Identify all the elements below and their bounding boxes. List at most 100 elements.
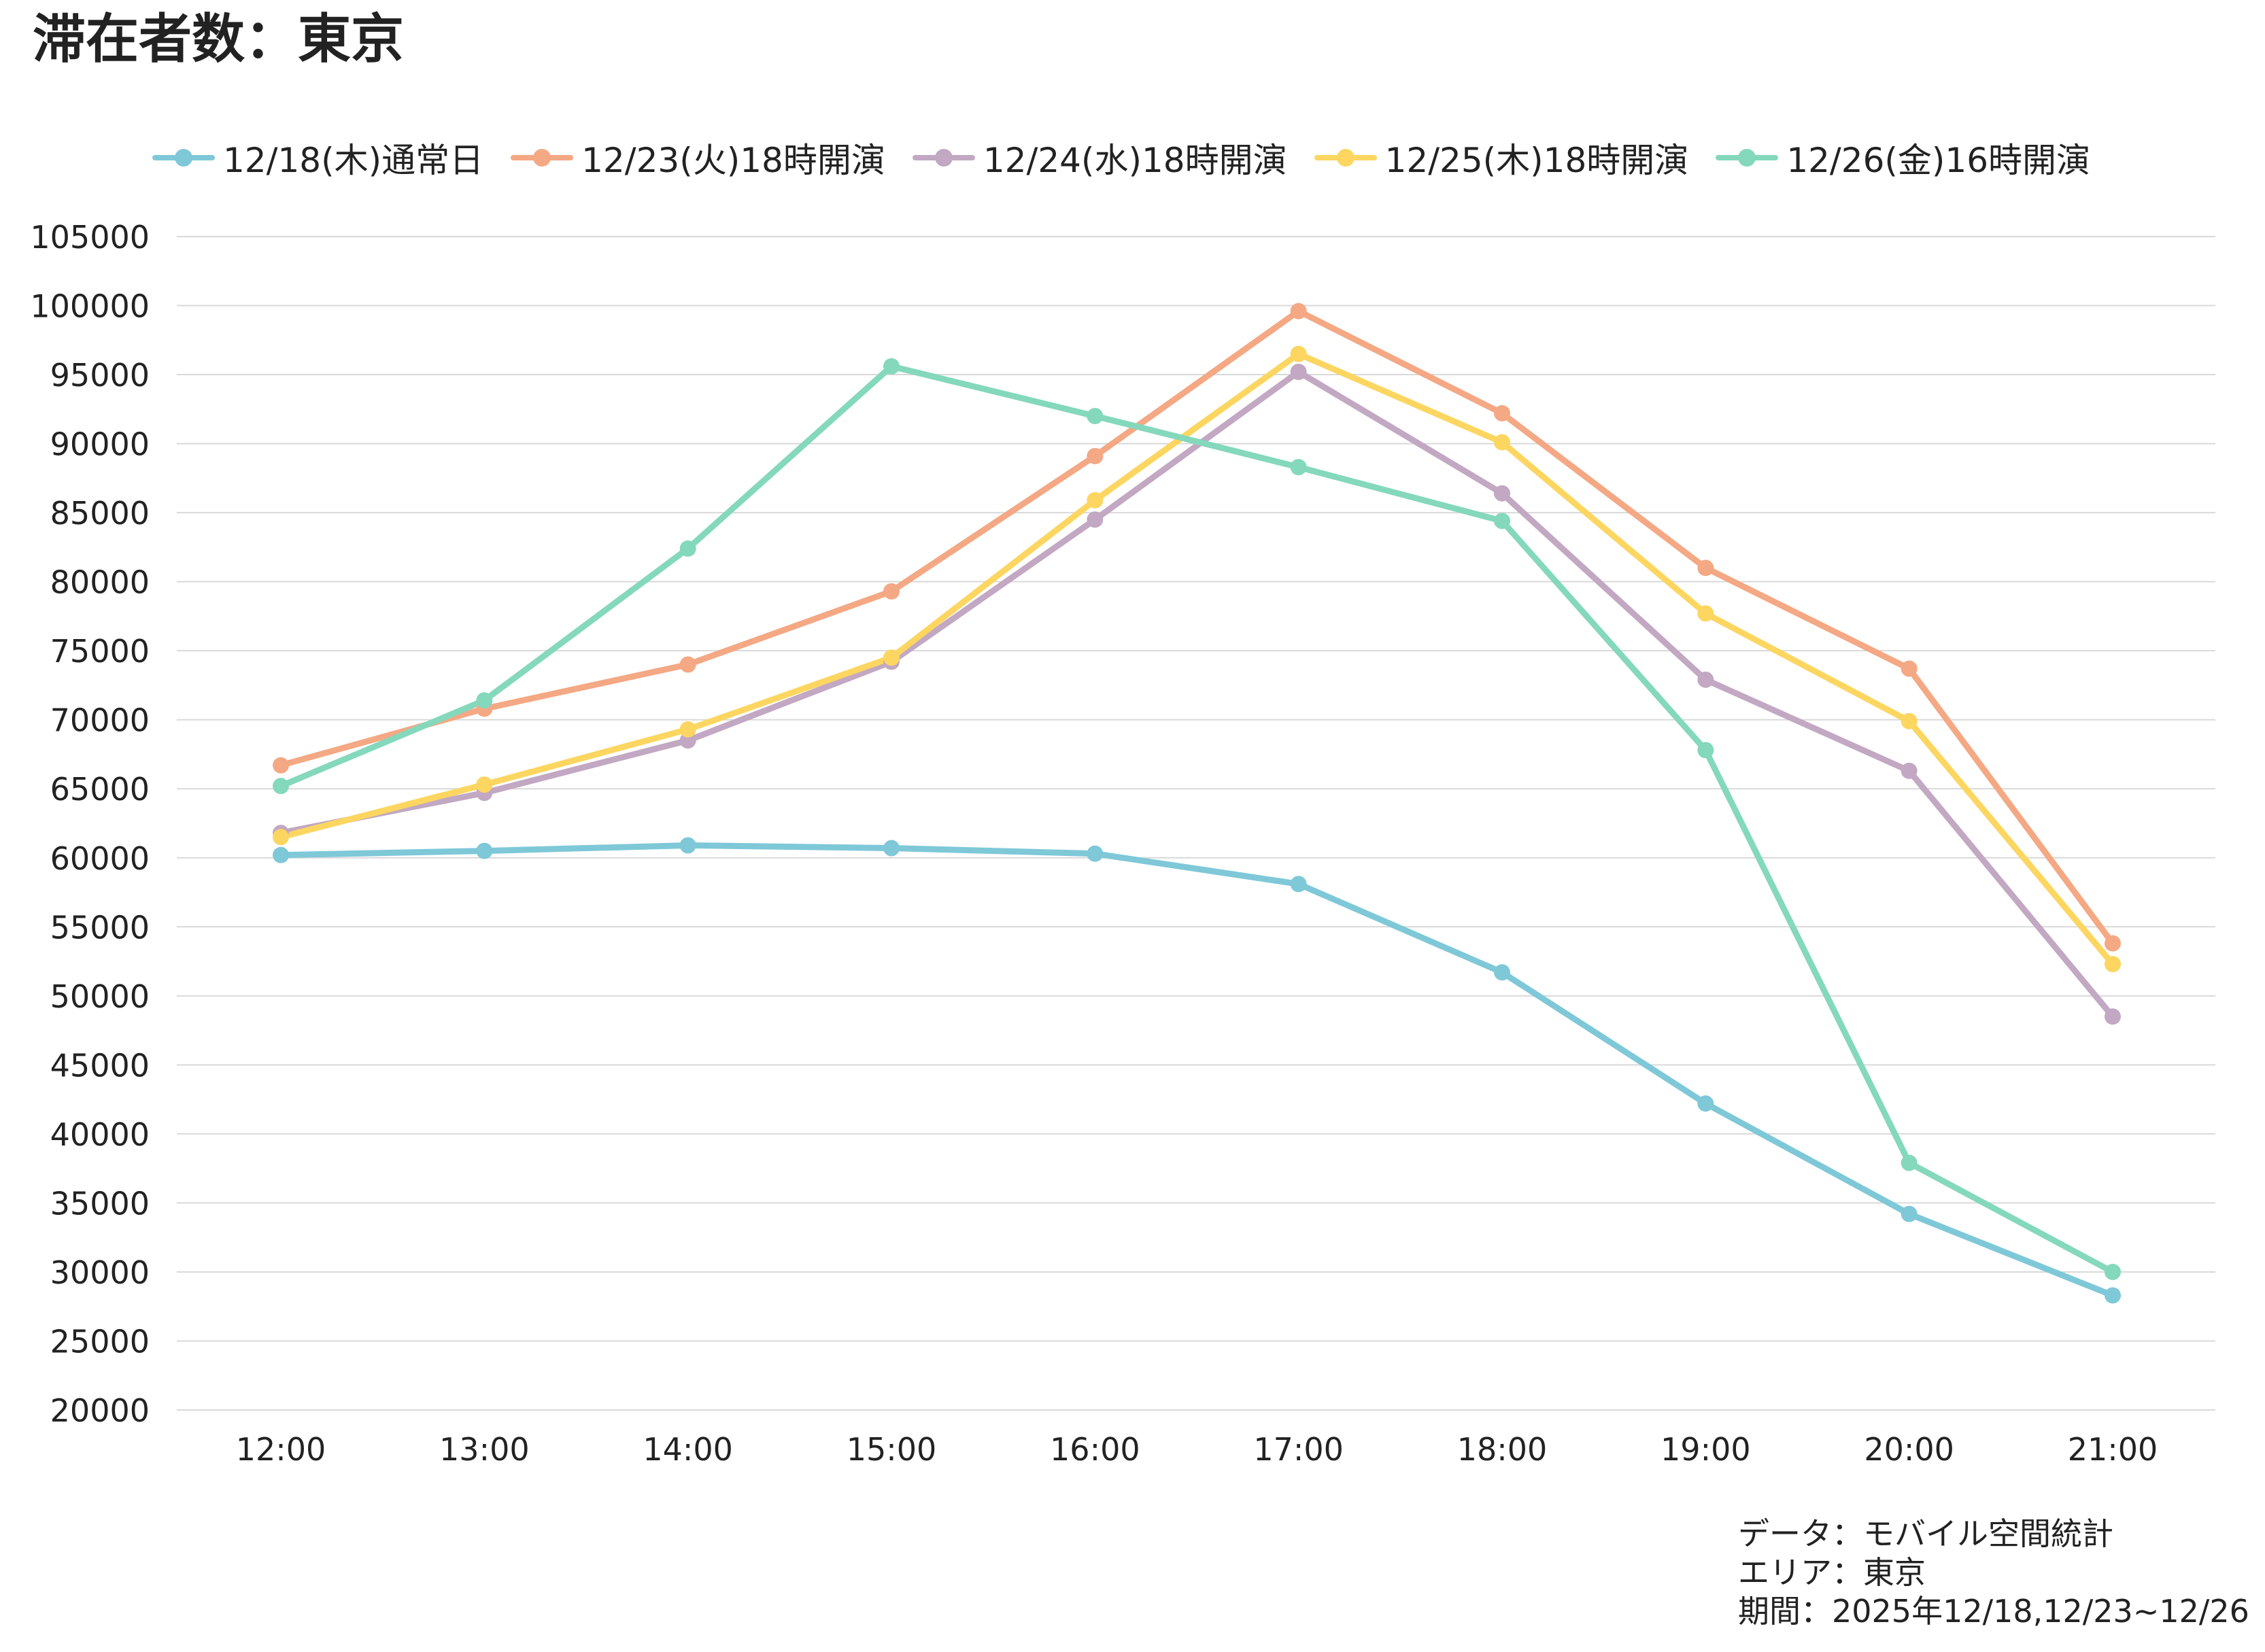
data-point-s1-15-00	[883, 583, 900, 600]
data-point-s3-16-00	[1087, 492, 1104, 509]
series-line-3	[277, 351, 2116, 967]
data-point-s1-21-00	[2105, 935, 2121, 952]
x-tick-label-18-00: 18:00	[1457, 1431, 1548, 1468]
data-point-s0-13-00	[476, 842, 493, 859]
data-point-s1-16-00	[1087, 447, 1104, 464]
legend-label-1218: 12/18(木)通常日	[223, 141, 484, 180]
data-point-s0-19-00	[1697, 1095, 1714, 1112]
legend-swatch-1218	[152, 149, 215, 167]
y-tick-label-30000: 30000	[50, 1254, 150, 1291]
y-tick-label-85000: 85000	[50, 495, 150, 532]
x-tick-label-20-00: 20:00	[1864, 1431, 1954, 1468]
x-tick-label-12-00: 12:00	[236, 1431, 326, 1468]
x-tick-label-13-00: 13:00	[439, 1431, 530, 1468]
legend-swatch-1224	[912, 149, 975, 167]
data-point-s3-12-00	[273, 829, 289, 846]
y-tick-label-45000: 45000	[50, 1047, 150, 1084]
data-point-s4-15-00	[883, 358, 900, 375]
data-point-s4-18-00	[1494, 513, 1510, 530]
data-point-s3-15-00	[883, 649, 900, 666]
data-point-s1-19-00	[1697, 560, 1714, 577]
data-point-s4-12-00	[273, 778, 289, 795]
x-tick-label-14-00: 14:00	[643, 1431, 733, 1468]
y-tick-label-55000: 55000	[50, 909, 150, 946]
data-point-s0-20-00	[1901, 1205, 1918, 1222]
data-point-s4-20-00	[1901, 1154, 1918, 1171]
data-point-s0-18-00	[1494, 964, 1510, 981]
footnote-data-source: データ：モバイル空間統計	[1738, 1515, 2113, 1552]
series-line-1	[277, 308, 2116, 947]
y-tick-label-80000: 80000	[50, 564, 150, 601]
y-tick-label-90000: 90000	[50, 426, 150, 463]
legend-item-1225[interactable]: 12/25(木)18時開演	[1314, 133, 1689, 182]
y-tick-label-50000: 50000	[50, 978, 150, 1015]
data-point-s0-16-00	[1087, 845, 1104, 862]
chart-title: 滞在者数：東京	[33, 9, 405, 70]
data-point-s0-12-00	[273, 846, 289, 863]
data-point-s4-16-00	[1087, 407, 1104, 424]
data-point-s1-18-00	[1494, 405, 1510, 421]
data-point-s2-20-00	[1901, 762, 1918, 779]
data-point-s4-21-00	[2105, 1263, 2121, 1280]
data-point-s4-13-00	[476, 692, 493, 709]
data-point-s4-14-00	[679, 540, 696, 557]
legend-label-1226: 12/26(金)16時開演	[1786, 141, 2091, 180]
legend-label-1223: 12/23(火)18時開演	[581, 141, 885, 180]
data-point-s2-16-00	[1087, 511, 1104, 528]
x-tick-label-19-00: 19:00	[1661, 1431, 1751, 1468]
legend-swatch-1225	[1314, 149, 1377, 167]
data-point-s2-18-00	[1494, 485, 1510, 502]
data-point-s3-19-00	[1697, 605, 1714, 622]
data-point-s1-20-00	[1901, 660, 1918, 677]
x-tick-label-16-00: 16:00	[1050, 1431, 1140, 1468]
data-point-s3-21-00	[2105, 956, 2121, 973]
data-point-s3-13-00	[476, 776, 493, 793]
data-point-s0-21-00	[2105, 1287, 2121, 1304]
y-tick-label-105000: 105000	[30, 219, 150, 256]
y-tick-label-95000: 95000	[50, 357, 150, 394]
footnote: データ：モバイル空間統計 エリア：東京 期間：2025年12/18,12/23~…	[1738, 1515, 2249, 1631]
legend-item-1226[interactable]: 12/26(金)16時開演	[1716, 133, 2090, 182]
y-tick-label-40000: 40000	[50, 1116, 150, 1153]
data-point-s2-21-00	[2105, 1008, 2121, 1025]
data-point-s0-17-00	[1290, 876, 1307, 893]
data-point-s4-19-00	[1697, 742, 1714, 759]
data-point-s3-20-00	[1901, 712, 1918, 729]
data-point-s0-15-00	[883, 840, 900, 857]
y-tick-label-75000: 75000	[50, 633, 150, 670]
legend-item-1218[interactable]: 12/18(木)通常日	[152, 133, 483, 182]
series-line-0	[277, 842, 2116, 1298]
data-point-s1-17-00	[1290, 303, 1307, 320]
y-tick-label-60000: 60000	[50, 840, 150, 877]
legend-item-1224[interactable]: 12/24(水)18時開演	[912, 133, 1287, 182]
data-point-s3-18-00	[1494, 434, 1510, 451]
legend: 12/18(木)通常日 12/23(火)18時開演 12/24(水)18時開演 …	[152, 133, 2090, 182]
data-point-s3-14-00	[679, 721, 696, 738]
legend-swatch-1223	[511, 149, 574, 167]
legend-item-1223[interactable]: 12/23(火)18時開演	[511, 133, 885, 182]
legend-label-1225: 12/25(木)18時開演	[1384, 141, 1689, 180]
series-line-2	[277, 368, 2116, 1020]
data-point-s1-12-00	[273, 757, 289, 774]
y-tick-label-20000: 20000	[50, 1392, 150, 1429]
x-tick-label-15-00: 15:00	[847, 1431, 937, 1468]
y-tick-label-65000: 65000	[50, 771, 150, 808]
series-line-4	[277, 363, 2116, 1275]
legend-label-1224: 12/24(水)18時開演	[983, 141, 1287, 180]
data-point-s0-14-00	[679, 837, 696, 854]
footnote-period: 期間：2025年12/18,12/23~12/26	[1738, 1593, 2249, 1630]
data-point-s2-17-00	[1290, 363, 1307, 380]
y-tick-label-35000: 35000	[50, 1185, 150, 1222]
y-tick-label-25000: 25000	[50, 1323, 150, 1360]
data-point-s3-17-00	[1290, 345, 1307, 362]
data-point-s1-14-00	[679, 656, 696, 673]
y-tick-label-100000: 100000	[30, 288, 150, 325]
footnote-area: エリア：東京	[1738, 1554, 1926, 1591]
legend-swatch-1226	[1716, 149, 1779, 167]
x-tick-label-21-00: 21:00	[2068, 1431, 2158, 1468]
data-point-s2-19-00	[1697, 671, 1714, 688]
x-tick-label-17-00: 17:00	[1253, 1431, 1344, 1468]
data-point-s4-17-00	[1290, 459, 1307, 476]
y-tick-label-70000: 70000	[50, 702, 150, 739]
